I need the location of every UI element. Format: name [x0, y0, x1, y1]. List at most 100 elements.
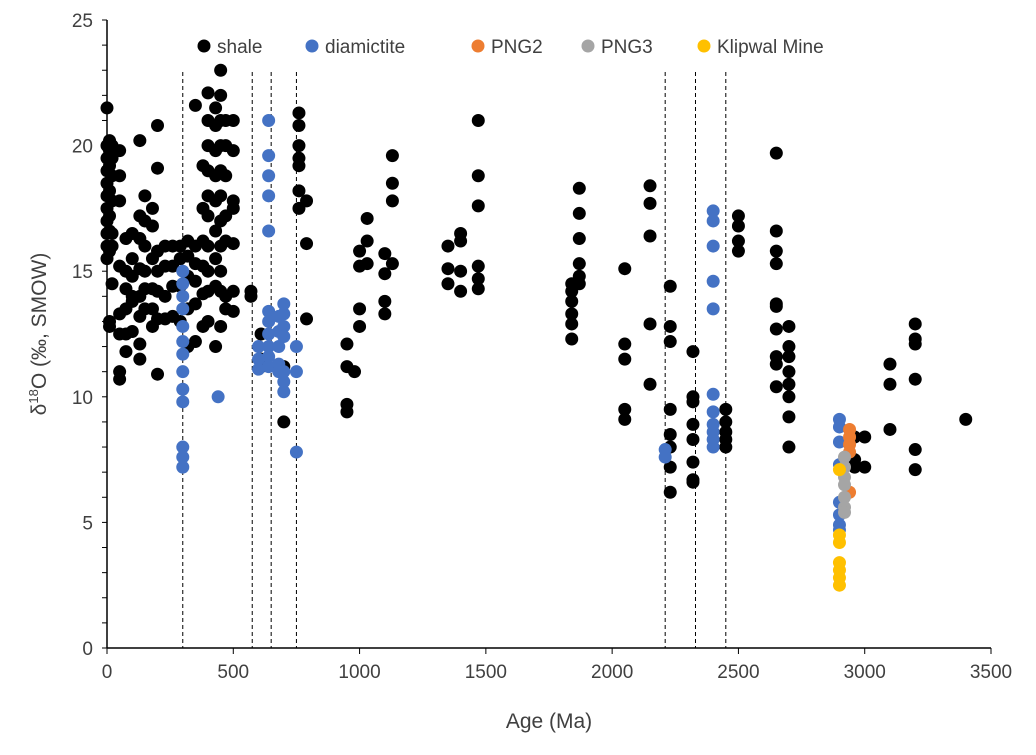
legend-marker	[471, 39, 485, 53]
point-shale	[340, 405, 354, 419]
point-diamictite	[176, 302, 190, 316]
x-tick-label: 1000	[338, 662, 380, 683]
point-shale	[883, 377, 897, 391]
point-diamictite	[289, 445, 303, 459]
point-shale	[214, 63, 228, 77]
point-shale	[188, 297, 202, 311]
point-shale	[201, 86, 215, 100]
point-diamictite	[176, 460, 190, 474]
point-diamictite	[262, 113, 276, 127]
x-axis-label: Age (Ma)	[506, 710, 592, 733]
point-shale	[618, 412, 632, 426]
x-tick-label: 2500	[717, 662, 759, 683]
point-shale	[618, 337, 632, 351]
point-shale	[188, 335, 202, 349]
legend-label: Klipwal Mine	[717, 37, 824, 58]
point-shale	[201, 209, 215, 223]
point-shale	[209, 340, 223, 354]
point-diamictite	[262, 189, 276, 203]
point-shale	[731, 219, 745, 233]
point-shale	[572, 257, 586, 271]
point-png3	[838, 450, 852, 464]
point-diamictite	[262, 314, 276, 328]
point-shale	[125, 252, 139, 266]
point-shale	[471, 272, 485, 286]
point-shale	[663, 335, 677, 349]
axes: 0 5 10 15 20 25 0 500 1000 1500 2000 2500 3000 3500	[72, 11, 1012, 683]
point-shale	[292, 139, 306, 153]
point-shale	[618, 352, 632, 366]
point-shale	[292, 159, 306, 173]
point-diamictite	[176, 289, 190, 303]
point-shale	[138, 264, 152, 278]
point-shale	[686, 345, 700, 359]
point-shale	[769, 380, 783, 394]
point-shale	[782, 319, 796, 333]
point-shale	[572, 232, 586, 246]
point-shale	[618, 402, 632, 416]
point-shale	[201, 264, 215, 278]
point-shale	[119, 345, 133, 359]
point-png3	[838, 505, 852, 519]
point-diamictite	[262, 350, 276, 364]
point-shale	[769, 244, 783, 258]
point-diamictite	[706, 405, 720, 419]
point-shale	[244, 289, 258, 303]
point-shale	[782, 350, 796, 364]
legend-label: PNG2	[491, 37, 543, 58]
point-shale	[353, 244, 367, 258]
point-shale	[360, 257, 374, 271]
x-tick-label: 0	[102, 662, 113, 683]
point-shale	[663, 427, 677, 441]
point-diamictite	[252, 362, 266, 376]
point-diamictite	[277, 375, 291, 389]
point-shale	[663, 460, 677, 474]
point-shale	[782, 410, 796, 424]
point-diamictite	[277, 307, 291, 321]
point-diamictite	[277, 330, 291, 344]
point-png3	[838, 478, 852, 492]
point-diamictite	[262, 360, 276, 374]
point-shale	[292, 119, 306, 133]
point-shale	[883, 422, 897, 436]
point-shale	[214, 264, 228, 278]
point-shale	[643, 377, 657, 391]
point-shale	[113, 169, 127, 183]
point-png3	[838, 490, 852, 504]
point-shale	[572, 277, 586, 291]
point-shale	[686, 455, 700, 469]
point-shale	[188, 274, 202, 288]
point-shale	[565, 332, 579, 346]
point-diamictite	[176, 395, 190, 409]
point-shale	[731, 209, 745, 223]
point-klipwal-mine	[832, 578, 846, 592]
point-shale	[908, 463, 922, 477]
point-shale	[663, 319, 677, 333]
point-shale	[353, 319, 367, 333]
point-shale	[782, 340, 796, 354]
point-shale	[145, 219, 159, 233]
point-shale	[471, 282, 485, 296]
point-diamictite	[262, 224, 276, 238]
point-shale	[686, 475, 700, 489]
point-shale	[908, 317, 922, 331]
point-shale	[378, 267, 392, 281]
point-shale	[572, 206, 586, 220]
point-shale	[385, 257, 399, 271]
point-klipwal-mine	[832, 463, 846, 477]
legend-marker	[697, 39, 711, 53]
point-diamictite	[706, 440, 720, 454]
point-shale	[385, 194, 399, 208]
point-shale	[138, 189, 152, 203]
point-shale	[908, 337, 922, 351]
point-shale	[151, 119, 165, 133]
point-shale	[151, 161, 165, 175]
point-shale	[454, 234, 468, 248]
x-tick-label: 2000	[591, 662, 633, 683]
point-shale	[219, 169, 233, 183]
x-tick-label: 3000	[844, 662, 886, 683]
point-diamictite	[252, 340, 266, 354]
point-shale	[769, 357, 783, 371]
point-shale	[572, 181, 586, 195]
